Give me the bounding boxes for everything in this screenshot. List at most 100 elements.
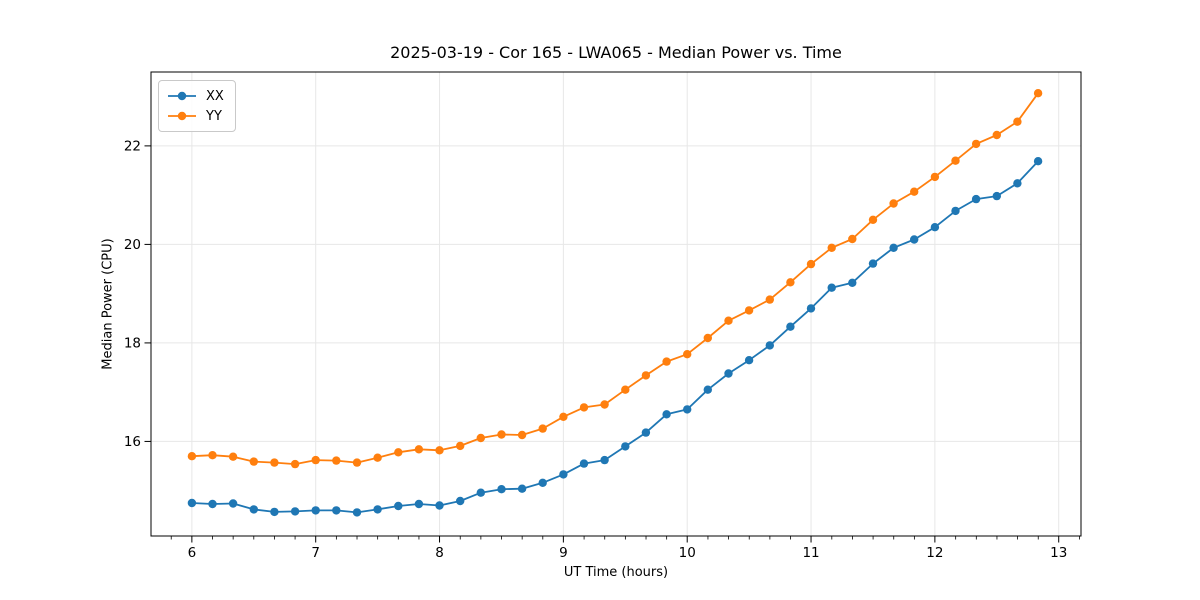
- legend-item-yy: YY: [167, 106, 224, 126]
- data-point-marker-yy: [600, 400, 609, 409]
- data-point-marker-xx: [992, 191, 1001, 201]
- data-point-marker-xx: [744, 356, 754, 365]
- legend-item-xx: XX: [167, 86, 224, 106]
- data-point-marker-yy: [662, 357, 671, 366]
- data-point-marker-yy: [332, 456, 341, 465]
- data-point-marker-xx: [786, 322, 795, 331]
- data-point-marker-xx: [456, 496, 465, 506]
- data-point-marker-xx: [332, 506, 341, 515]
- data-point-marker-xx: [249, 505, 258, 514]
- data-point-marker-xx: [414, 499, 424, 509]
- data-point-marker-yy: [951, 156, 960, 165]
- data-point-marker-xx: [270, 507, 279, 517]
- axes-spines: [150, 71, 1082, 537]
- x-tick-label: 8: [435, 545, 444, 561]
- data-point-marker-xx: [352, 508, 362, 517]
- data-point-marker-xx: [827, 283, 836, 292]
- x-tick-label: 9: [559, 545, 568, 561]
- data-point-marker-yy: [786, 278, 795, 287]
- data-point-marker-xx: [641, 428, 651, 437]
- y-tick-label: 22: [124, 138, 141, 154]
- data-point-marker-yy: [765, 295, 774, 304]
- data-point-marker-yy: [476, 433, 485, 443]
- data-point-marker-xx: [476, 488, 485, 497]
- data-point-marker-yy: [827, 243, 836, 252]
- data-point-marker-yy: [910, 187, 919, 196]
- data-point-marker-yy: [373, 453, 382, 462]
- data-point-marker-yy: [456, 441, 465, 451]
- y-axis-label: Median Power (CPU): [100, 238, 116, 370]
- legend-line-sample-icon: [168, 111, 196, 121]
- data-point-marker-xx: [930, 223, 940, 232]
- data-point-marker-yy: [187, 452, 197, 461]
- y-tick-label: 18: [124, 335, 141, 351]
- x-tick-label: 12: [926, 545, 943, 561]
- data-point-marker-yy: [208, 451, 217, 460]
- x-tick-label: 11: [802, 545, 819, 561]
- data-point-marker-xx: [724, 369, 733, 378]
- data-point-marker-xx: [394, 501, 403, 511]
- legend-marker: [177, 111, 187, 121]
- data-point-marker-xx: [621, 442, 630, 451]
- data-point-marker-xx: [889, 243, 898, 252]
- data-point-marker-yy: [724, 316, 733, 325]
- x-tick-label: 10: [679, 545, 696, 561]
- data-point-marker-xx: [497, 485, 506, 494]
- data-point-marker-yy: [1013, 117, 1022, 126]
- data-point-marker-yy: [703, 333, 712, 343]
- x-tick-label: 13: [1050, 545, 1067, 561]
- data-point-marker-yy: [1033, 89, 1043, 98]
- data-point-marker-yy: [414, 445, 424, 454]
- legend-marker: [177, 91, 187, 101]
- data-point-marker-yy: [889, 199, 898, 208]
- data-point-marker-xx: [1013, 179, 1022, 188]
- data-point-marker-xx: [910, 235, 919, 244]
- data-point-marker-yy: [744, 306, 754, 315]
- data-point-marker-yy: [270, 458, 279, 467]
- chart-title: 2025-03-19 - Cor 165 - LWA065 - Median P…: [390, 43, 842, 62]
- data-point-marker-yy: [497, 430, 506, 439]
- data-point-marker-xx: [662, 410, 671, 419]
- data-point-marker-yy: [311, 455, 320, 465]
- x-tick-label: 7: [311, 545, 320, 561]
- data-point-marker-yy: [228, 452, 238, 461]
- data-point-marker-xx: [1033, 157, 1043, 166]
- data-point-marker-xx: [579, 459, 589, 468]
- data-point-marker-yy: [559, 412, 568, 421]
- data-point-marker-xx: [517, 484, 527, 493]
- y-tick-label: 20: [124, 237, 141, 253]
- data-point-marker-xx: [765, 341, 774, 350]
- data-point-marker-yy: [621, 385, 630, 394]
- data-point-marker-xx: [806, 304, 816, 313]
- data-point-marker-yy: [992, 130, 1001, 140]
- data-point-marker-yy: [538, 424, 547, 433]
- data-point-marker-yy: [848, 234, 857, 244]
- data-point-marker-yy: [249, 457, 258, 466]
- legend: XX YY: [158, 80, 236, 132]
- data-point-marker-yy: [971, 139, 981, 149]
- legend-label: XX: [206, 88, 224, 104]
- series-line-yy: [191, 92, 1039, 466]
- data-point-marker-yy: [930, 172, 940, 182]
- data-point-marker-xx: [290, 507, 300, 516]
- data-point-marker-yy: [517, 430, 527, 440]
- data-point-marker-xx: [208, 499, 217, 509]
- data-point-marker-xx: [868, 259, 878, 268]
- data-point-marker-yy: [352, 458, 362, 467]
- legend-line-sample-icon: [168, 91, 196, 101]
- data-point-marker-yy: [290, 459, 300, 469]
- x-tick-label: 6: [188, 545, 197, 561]
- data-point-marker-yy: [641, 371, 651, 380]
- data-point-marker-yy: [806, 259, 816, 269]
- data-point-marker-xx: [951, 206, 960, 216]
- data-point-marker-xx: [538, 478, 547, 487]
- legend-label: YY: [206, 108, 222, 124]
- data-point-marker-xx: [311, 506, 320, 515]
- data-point-marker-xx: [600, 455, 609, 465]
- data-point-marker-xx: [683, 405, 692, 414]
- data-point-marker-xx: [971, 194, 981, 204]
- data-point-marker-yy: [435, 446, 444, 455]
- x-axis-label: UT Time (hours): [563, 565, 669, 580]
